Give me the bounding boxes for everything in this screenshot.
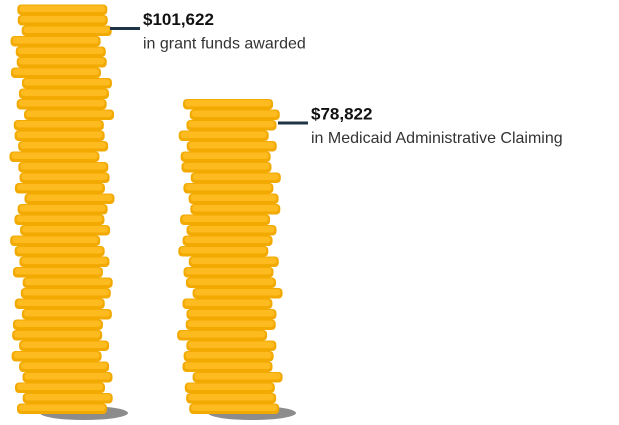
coin-face: [188, 394, 275, 401]
coin-stack: [9, 4, 115, 414]
coin-face: [19, 404, 105, 411]
coin-face: [26, 194, 113, 201]
coin-face: [182, 152, 269, 159]
coin-face: [179, 331, 266, 338]
coin-face: [184, 299, 271, 306]
coin-face: [20, 163, 107, 170]
coin-face: [21, 257, 108, 264]
coin-face: [190, 194, 277, 201]
coin-face: [24, 394, 111, 401]
value-label: $101,622: [143, 10, 214, 29]
coin-face: [185, 352, 272, 359]
coin-face: [188, 341, 275, 348]
coin-face: [23, 26, 110, 33]
coin-face: [184, 236, 271, 243]
coin-face: [185, 100, 272, 107]
coin-face: [19, 205, 106, 212]
coin-face: [15, 121, 102, 128]
coin-face: [180, 247, 267, 254]
coin-face: [185, 184, 272, 191]
coin-face: [17, 47, 104, 54]
coin-face: [23, 310, 110, 317]
coin-face: [188, 142, 275, 149]
coin-face: [21, 173, 108, 180]
coin-face: [188, 226, 275, 233]
coin-face: [14, 268, 101, 275]
coin-face: [191, 404, 278, 411]
category-label: in grant funds awarded: [143, 36, 306, 53]
coin-face: [182, 215, 269, 222]
coin-face: [22, 289, 109, 296]
coin-face: [12, 68, 99, 75]
value-label: $78,822: [311, 104, 372, 123]
coin-face: [192, 173, 279, 180]
coin-face: [24, 373, 111, 380]
coin-face: [11, 152, 98, 159]
coin-face: [22, 226, 109, 233]
coin-face: [16, 184, 103, 191]
category-label: in Medicaid Administrative Claiming: [311, 130, 563, 147]
coin-face: [18, 58, 105, 65]
coin-face: [18, 100, 105, 107]
coin-face: [194, 373, 281, 380]
coin-face: [180, 131, 267, 138]
coin-face: [187, 278, 274, 285]
coin-face: [188, 121, 275, 128]
coin-face: [187, 320, 274, 327]
coin-face: [192, 205, 279, 212]
coin-face: [20, 89, 107, 96]
coin-face: [14, 331, 101, 338]
coin-face: [184, 362, 271, 369]
coin-face: [183, 163, 270, 170]
coin-face: [16, 383, 103, 390]
coin-face: [13, 352, 100, 359]
coin-face: [19, 16, 106, 23]
coin-face: [14, 320, 101, 327]
coin-face: [24, 278, 111, 285]
coin-face: [188, 310, 275, 317]
coin-face: [16, 299, 103, 306]
coin-face: [21, 362, 108, 369]
coin-face: [26, 110, 113, 117]
coin-face: [190, 257, 277, 264]
coin-face: [12, 236, 99, 243]
coin-face: [194, 289, 281, 296]
coin-face: [16, 131, 103, 138]
coin-stack: [177, 99, 283, 414]
coin-face: [20, 142, 107, 149]
coin-face: [185, 268, 272, 275]
coin-face: [23, 79, 110, 86]
coin-face: [21, 341, 108, 348]
coin-face: [191, 110, 278, 117]
coin-face: [16, 247, 103, 254]
coin-face: [12, 37, 99, 44]
coin-face: [16, 215, 103, 222]
coin-face: [19, 5, 106, 12]
coin-face: [186, 383, 273, 390]
